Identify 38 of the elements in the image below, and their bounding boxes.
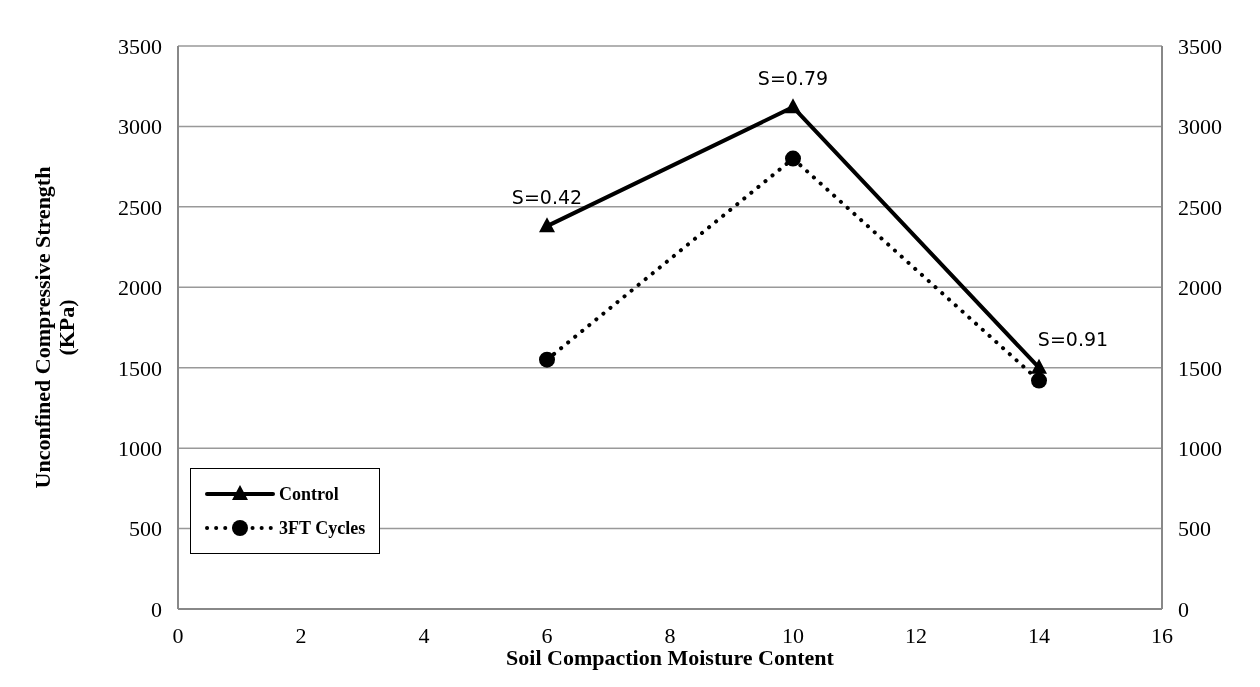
y-tick-label: 3000 — [118, 114, 162, 140]
x-tick-label: 16 — [1151, 622, 1173, 648]
y2-tick-label: 1000 — [1178, 435, 1222, 461]
legend-label: Control — [279, 483, 339, 505]
y-tick-label: 3500 — [118, 33, 162, 59]
y-tick-label: 1500 — [118, 355, 162, 381]
point — [1031, 372, 1047, 389]
y2-tick-label: 3000 — [1178, 114, 1222, 140]
x-tick-label: 6 — [541, 622, 553, 648]
y-tick-label: 0 — [151, 596, 162, 622]
y-tick-label: 2000 — [118, 275, 162, 301]
point — [785, 150, 801, 167]
y-tick-label: 2500 — [118, 194, 162, 220]
y-axis-title: Unconfined Compressive Strength (KPa) — [30, 166, 79, 489]
annotation: S=0.42 — [511, 186, 583, 209]
x-axis-title: Soil Compaction Moisture Content — [506, 645, 835, 670]
point — [539, 217, 555, 233]
x-tick-label: 8 — [664, 622, 676, 648]
point — [1031, 358, 1047, 374]
x-tick-label: 14 — [1028, 622, 1050, 648]
y2-tick-label: 3500 — [1178, 33, 1222, 59]
y-tick-label: 500 — [129, 516, 162, 542]
legend-label: 3FT Cycles — [279, 517, 366, 539]
x-tick-label: 2 — [295, 622, 307, 648]
point — [785, 98, 801, 114]
x-tick-label: 4 — [418, 622, 430, 648]
y2-tick-label: 0 — [1178, 596, 1189, 622]
point — [539, 351, 555, 368]
y-tick-label: 1000 — [118, 435, 162, 461]
x-tick-label: 10 — [782, 622, 804, 648]
annotation: S=0.91 — [1037, 327, 1109, 350]
x-tick-label: 0 — [172, 622, 184, 648]
y2-tick-label: 2500 — [1178, 194, 1222, 220]
y2-tick-label: 500 — [1178, 516, 1211, 542]
y2-tick-label: 1500 — [1178, 355, 1222, 381]
annotation: S=0.79 — [757, 67, 829, 90]
y2-tick-label: 2000 — [1178, 275, 1222, 301]
x-tick-label: 12 — [905, 622, 927, 648]
